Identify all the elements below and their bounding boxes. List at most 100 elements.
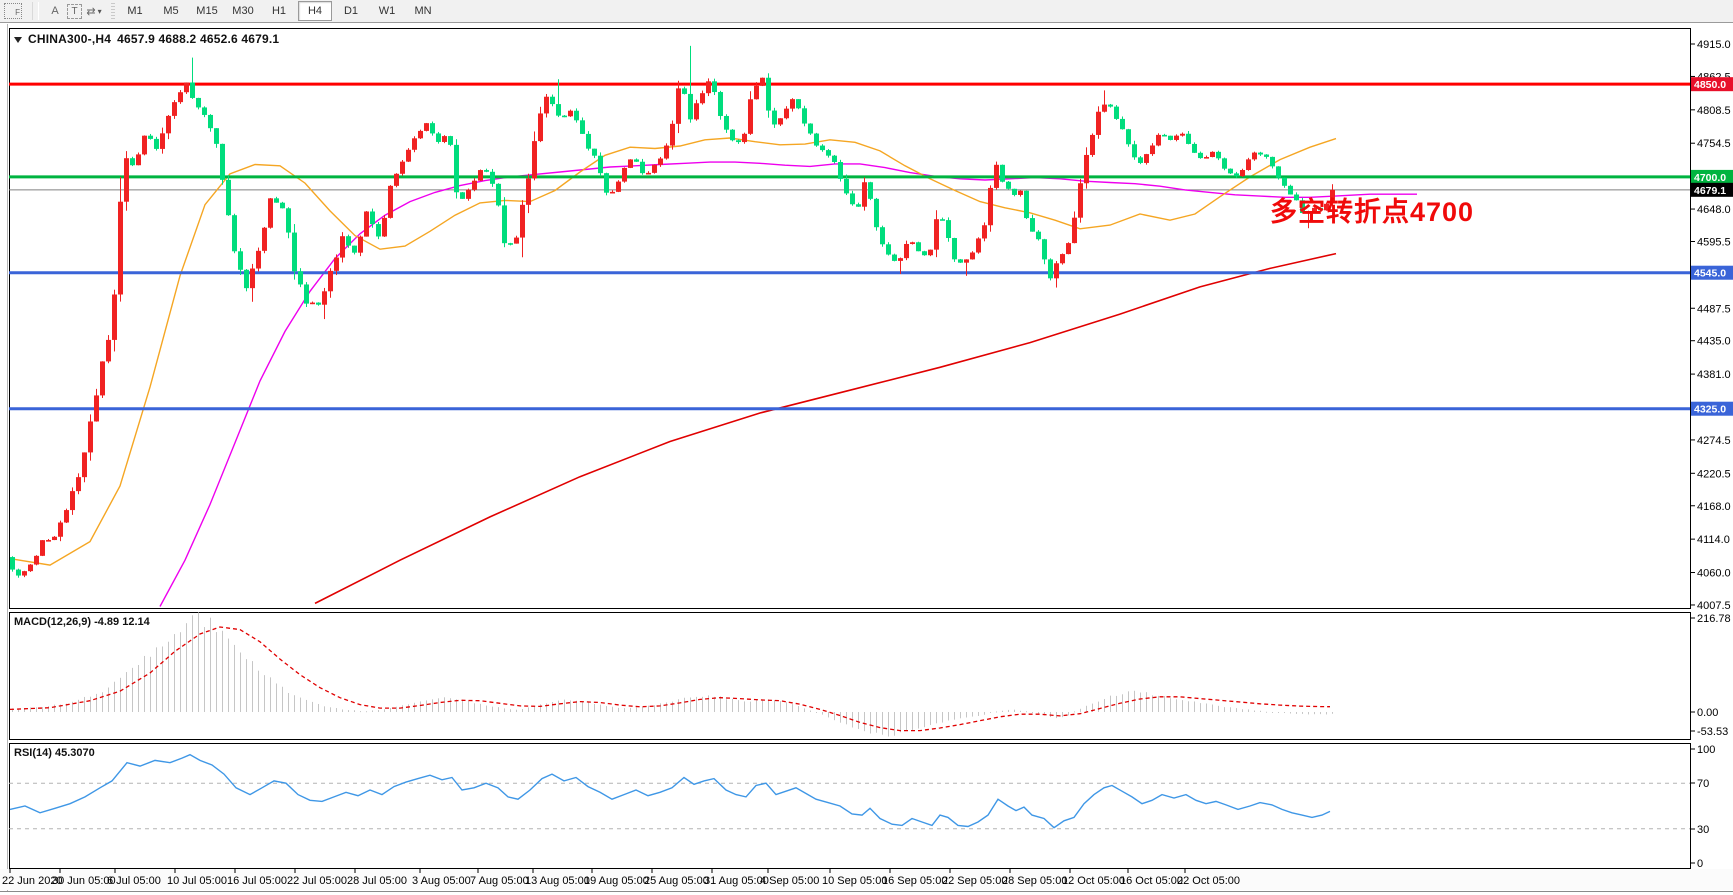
macd-bar <box>744 701 745 712</box>
macd-bar <box>486 705 487 712</box>
macd-bar <box>1176 699 1177 712</box>
candle-body <box>556 104 561 116</box>
candle-body <box>364 211 369 237</box>
macd-bar <box>258 670 259 712</box>
macd-bar <box>942 712 943 723</box>
macd-bar <box>594 704 595 712</box>
macd-bar <box>408 704 409 712</box>
annotate-letter-icon[interactable]: A <box>51 5 59 17</box>
candle-body <box>1216 151 1221 159</box>
candle-body <box>1174 135 1179 140</box>
candle-body <box>544 96 549 114</box>
candle-body <box>1318 207 1323 211</box>
candle-body <box>886 244 891 255</box>
macd-bar <box>1308 712 1309 715</box>
candle-body <box>688 93 693 120</box>
macd-bar <box>582 701 583 712</box>
candle-body <box>970 252 975 260</box>
macd-bar <box>834 712 835 721</box>
symbol-dropdown-icon[interactable] <box>14 36 22 43</box>
tf-button-w1[interactable]: W1 <box>378 5 396 17</box>
candle-wick <box>648 171 649 174</box>
macd-bar <box>1284 712 1285 713</box>
macd-bar <box>60 704 61 712</box>
candle-body <box>1270 156 1275 167</box>
candle-body <box>1144 154 1149 163</box>
current-price-badge-label: 4679.1 <box>1694 185 1726 197</box>
macd-bar <box>1212 704 1213 712</box>
candle-body <box>178 92 183 103</box>
candle-body <box>1180 133 1185 136</box>
macd-bar <box>636 707 637 712</box>
tf-button-m15[interactable]: M15 <box>196 5 218 17</box>
macd-bar <box>42 707 43 712</box>
tf-button-mn[interactable]: MN <box>414 5 432 17</box>
candle-body <box>1066 243 1071 255</box>
price-tick-label: 4648.0 <box>1697 204 1731 216</box>
macd-bar <box>282 686 283 712</box>
symbol-ohlc: 4657.9 4688.2 4652.6 4679.1 <box>117 32 280 46</box>
candle-body <box>418 130 423 139</box>
date-label: 16 Jul 05:00 <box>227 875 287 887</box>
candle-body <box>388 185 393 218</box>
tf-button-m5[interactable]: M5 <box>163 5 179 17</box>
candle-body <box>124 158 129 202</box>
macd-bar <box>702 696 703 712</box>
candle-body <box>682 88 687 94</box>
tf-button-m30[interactable]: M30 <box>232 5 254 17</box>
panel-frame-0 <box>9 28 1691 609</box>
macd-bar <box>1266 711 1267 713</box>
cycle-lines-icon[interactable]: ⇄ ▾ <box>84 2 104 20</box>
macd-bar <box>1032 712 1033 713</box>
level-4325.0-badge <box>1691 401 1733 416</box>
price-tick-label: 4114.0 <box>1697 534 1730 546</box>
chart-template-icon[interactable]: F <box>4 3 22 19</box>
candle-body <box>1156 134 1161 146</box>
candle-body <box>802 108 807 124</box>
candle-body <box>460 192 465 199</box>
date-label: 16 Sep 05:00 <box>882 875 947 887</box>
macd-bar <box>732 698 733 712</box>
macd-bar <box>270 677 271 712</box>
candle-body <box>1312 207 1317 212</box>
tf-button-h4[interactable]: H4 <box>298 1 332 21</box>
rsi-tick-label: 0 <box>1697 858 1703 870</box>
macd-bar <box>510 709 511 712</box>
candle-body <box>340 236 345 258</box>
dropdown-caret-icon[interactable]: ▾ <box>97 6 102 16</box>
candle-body <box>1030 218 1035 232</box>
date-label: 25 Aug 05:00 <box>644 875 709 887</box>
candle-body <box>424 123 429 131</box>
tf-button-m1[interactable]: M1 <box>127 5 143 17</box>
symbol-title[interactable]: CHINA300-,H4 4657.9 4688.2 4652.6 4679.1 <box>14 32 279 46</box>
price-axis[interactable]: 4915.04862.54808.54754.54648.04595.54487… <box>1690 39 1733 870</box>
macd-bar <box>174 634 175 712</box>
candle-body <box>1084 154 1089 184</box>
macd-bar <box>810 710 811 712</box>
candle-body <box>244 269 249 289</box>
candle-body <box>1162 134 1167 137</box>
date-label: 31 Aug 05:00 <box>704 875 769 887</box>
macd-bar <box>396 706 397 712</box>
macd-bar <box>630 707 631 712</box>
candle-body <box>256 250 261 269</box>
macd-bar <box>312 701 313 712</box>
candle-body <box>898 258 903 261</box>
macd-bar <box>1080 708 1081 712</box>
text-label-icon[interactable]: T <box>67 3 82 19</box>
candle-body <box>1138 157 1143 163</box>
top-toolbar: F A T ⇄ ▾ M1 M5 M15 M30 H1 H4 D1 W1 MN <box>0 0 1733 23</box>
price-tick-label: 4754.5 <box>1697 138 1731 150</box>
tf-button-h1[interactable]: H1 <box>271 5 287 17</box>
candle-body <box>994 164 999 188</box>
macd-bar <box>288 692 289 712</box>
macd-bar <box>984 712 985 715</box>
tf-button-d1[interactable]: D1 <box>343 5 359 17</box>
price-tick-label: 4007.5 <box>1697 600 1731 612</box>
candle-body <box>1252 152 1257 160</box>
macd-bar <box>1062 712 1063 718</box>
macd-bar <box>456 699 457 712</box>
